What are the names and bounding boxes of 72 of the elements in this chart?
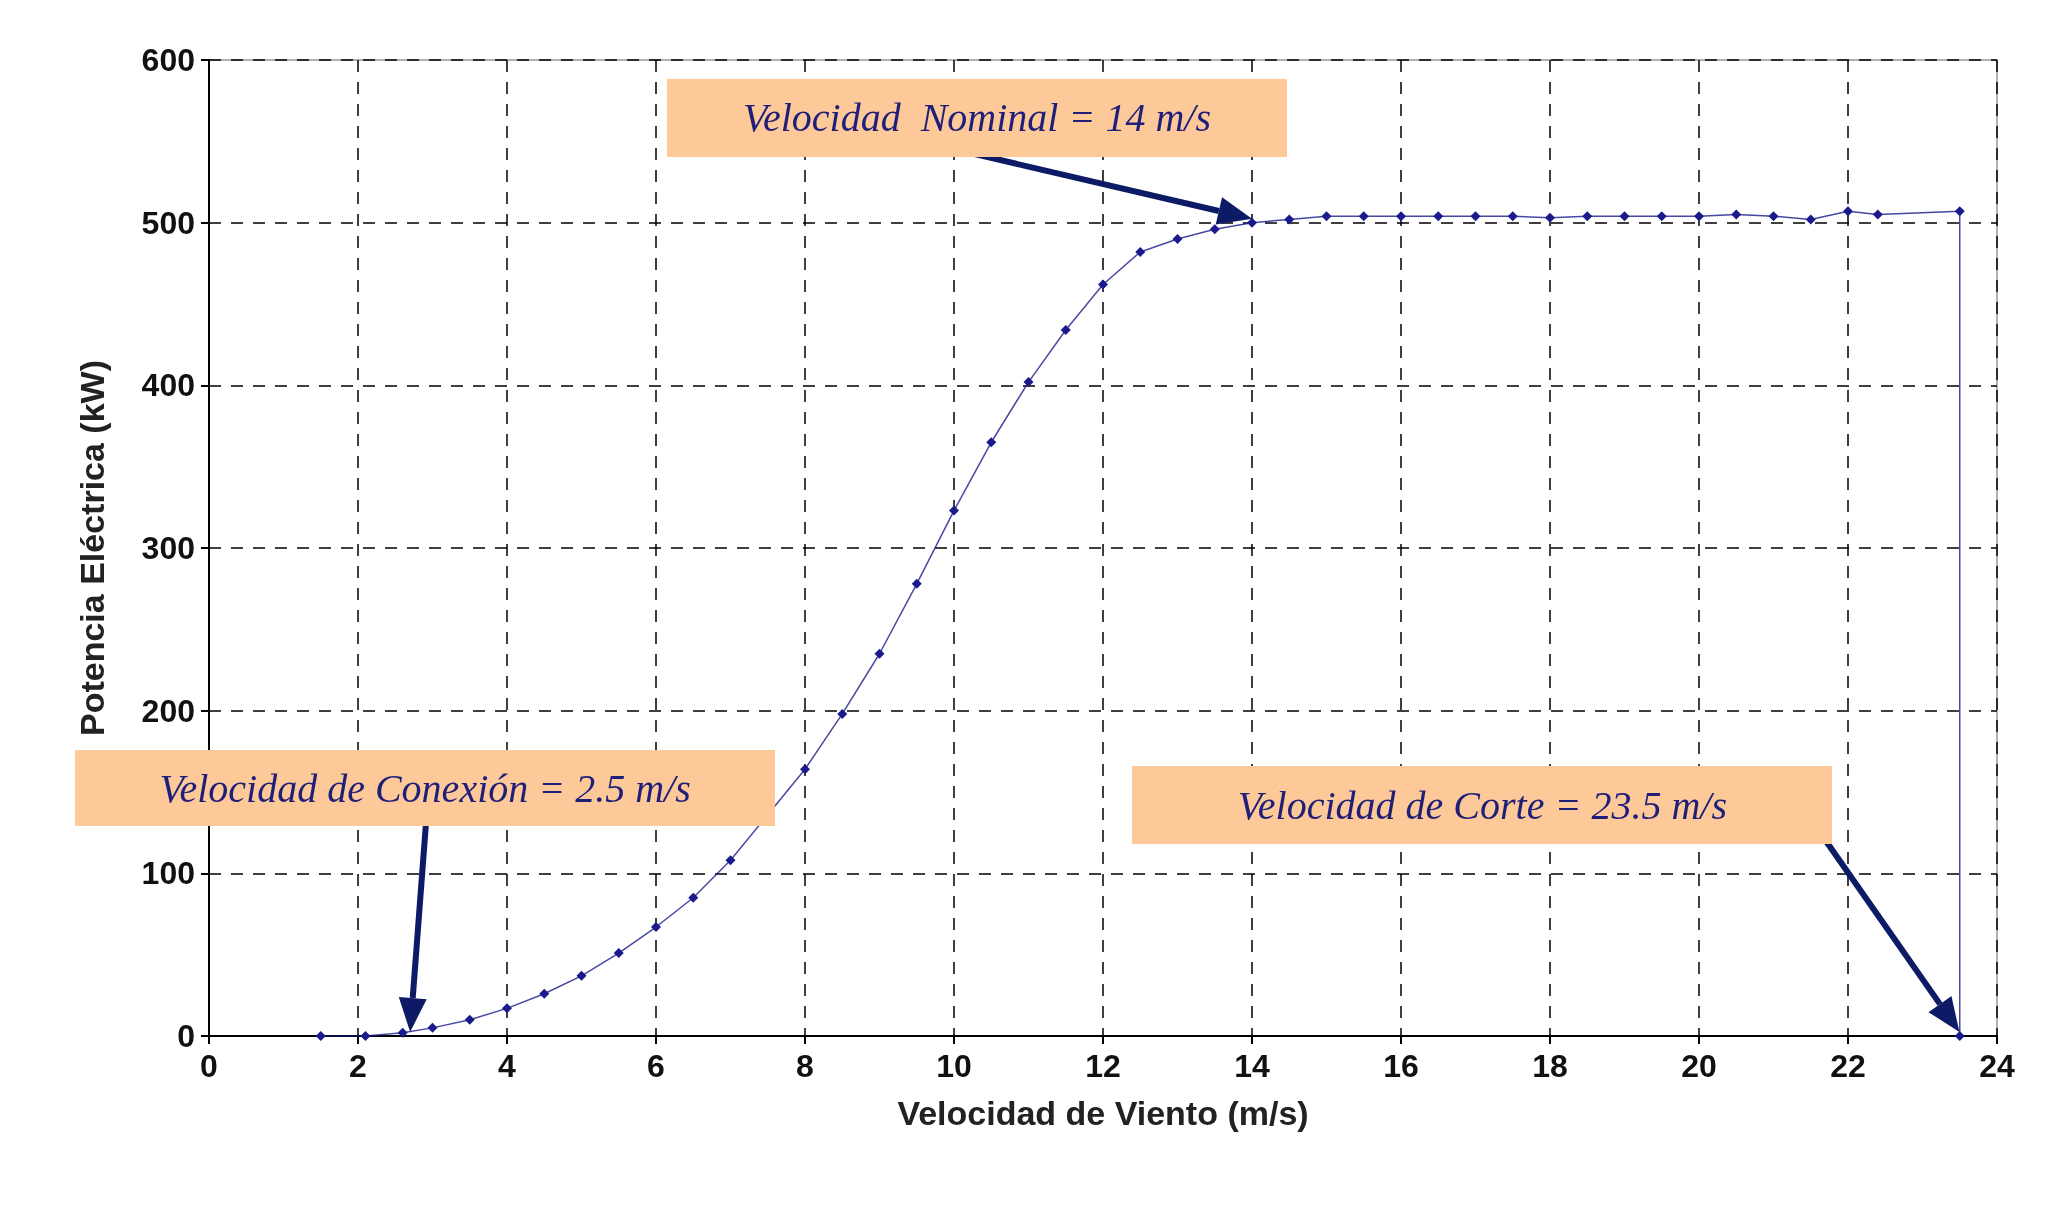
point bbox=[1358, 211, 1369, 222]
point bbox=[651, 922, 661, 933]
y-tick-label: 500 bbox=[141, 204, 195, 241]
point bbox=[360, 1031, 371, 1041]
y-tick-label: 0 bbox=[177, 1018, 195, 1054]
annotation: Velocidad de Conexión = 2.5 m/s bbox=[159, 764, 691, 812]
label-box: Velocidad de Conexión = 2.5 m/s bbox=[75, 750, 776, 826]
point bbox=[1694, 211, 1704, 222]
point bbox=[427, 1022, 438, 1033]
point bbox=[1656, 211, 1667, 222]
y-tick-label: 300 bbox=[141, 530, 195, 566]
point bbox=[539, 988, 550, 999]
point bbox=[1321, 211, 1332, 222]
point bbox=[1209, 224, 1220, 235]
point bbox=[1060, 325, 1071, 336]
point bbox=[1768, 211, 1779, 222]
y-axis-title: Potencia Eléctrica (kW) bbox=[73, 359, 111, 737]
point bbox=[1507, 211, 1518, 222]
point bbox=[315, 1031, 326, 1041]
point bbox=[1023, 377, 1034, 388]
point bbox=[613, 948, 624, 959]
y-tick-label: 400 bbox=[141, 367, 195, 404]
x-tick-label: 4 bbox=[498, 1048, 517, 1084]
x-tick-label: 8 bbox=[796, 1048, 814, 1084]
point bbox=[1135, 246, 1146, 257]
point bbox=[1098, 279, 1108, 290]
point bbox=[725, 855, 736, 866]
point bbox=[1954, 1031, 1965, 1041]
point bbox=[1172, 233, 1183, 244]
annotation: Velocidad de Corte = 23.5 m/s bbox=[1237, 781, 1728, 829]
point bbox=[1954, 206, 1965, 217]
point bbox=[1545, 212, 1555, 223]
point bbox=[576, 970, 587, 981]
annotation: Velocidad Nominal = 14 m/s bbox=[742, 94, 1212, 142]
point bbox=[1843, 206, 1853, 217]
point bbox=[1582, 211, 1593, 222]
point bbox=[397, 1027, 408, 1038]
x-axis-title: Velocidad de Viento (m/s) bbox=[897, 1094, 1309, 1132]
y-tick-label: 100 bbox=[141, 855, 195, 892]
y-tick-label: 200 bbox=[141, 692, 195, 729]
x-tick-label: 12 bbox=[1085, 1048, 1121, 1084]
x-tick-label: 10 bbox=[936, 1048, 972, 1084]
point bbox=[1284, 214, 1295, 225]
y-tick-label: 600 bbox=[141, 42, 195, 78]
point bbox=[911, 578, 922, 589]
x-tick-label: 14 bbox=[1234, 1048, 1270, 1084]
point bbox=[1872, 209, 1883, 220]
x-tick-label: 22 bbox=[1830, 1048, 1866, 1084]
label-box: Velocidad de Corte = 23.5 m/s bbox=[1132, 766, 1833, 844]
point bbox=[1433, 211, 1444, 222]
x-tick-label: 16 bbox=[1383, 1048, 1419, 1084]
point bbox=[1396, 211, 1406, 222]
x-tick-label: 2 bbox=[349, 1048, 367, 1084]
point bbox=[1247, 217, 1257, 228]
label-box: Velocidad Nominal = 14 m/s bbox=[667, 78, 1287, 157]
x-tick-label: 6 bbox=[647, 1048, 665, 1084]
point bbox=[800, 764, 810, 775]
point bbox=[837, 708, 848, 719]
x-tick-label: 18 bbox=[1532, 1048, 1568, 1084]
point bbox=[688, 892, 699, 903]
point bbox=[502, 1003, 512, 1014]
point bbox=[1731, 209, 1742, 220]
x-tick-label: 20 bbox=[1681, 1048, 1717, 1084]
point bbox=[949, 505, 959, 516]
point bbox=[464, 1014, 475, 1025]
point bbox=[986, 437, 997, 448]
point bbox=[1619, 211, 1630, 222]
point bbox=[1805, 214, 1816, 225]
x-tick-label: 0 bbox=[200, 1048, 218, 1084]
point bbox=[1470, 211, 1481, 222]
x-tick-label: 24 bbox=[1979, 1048, 2015, 1084]
point bbox=[874, 648, 885, 659]
